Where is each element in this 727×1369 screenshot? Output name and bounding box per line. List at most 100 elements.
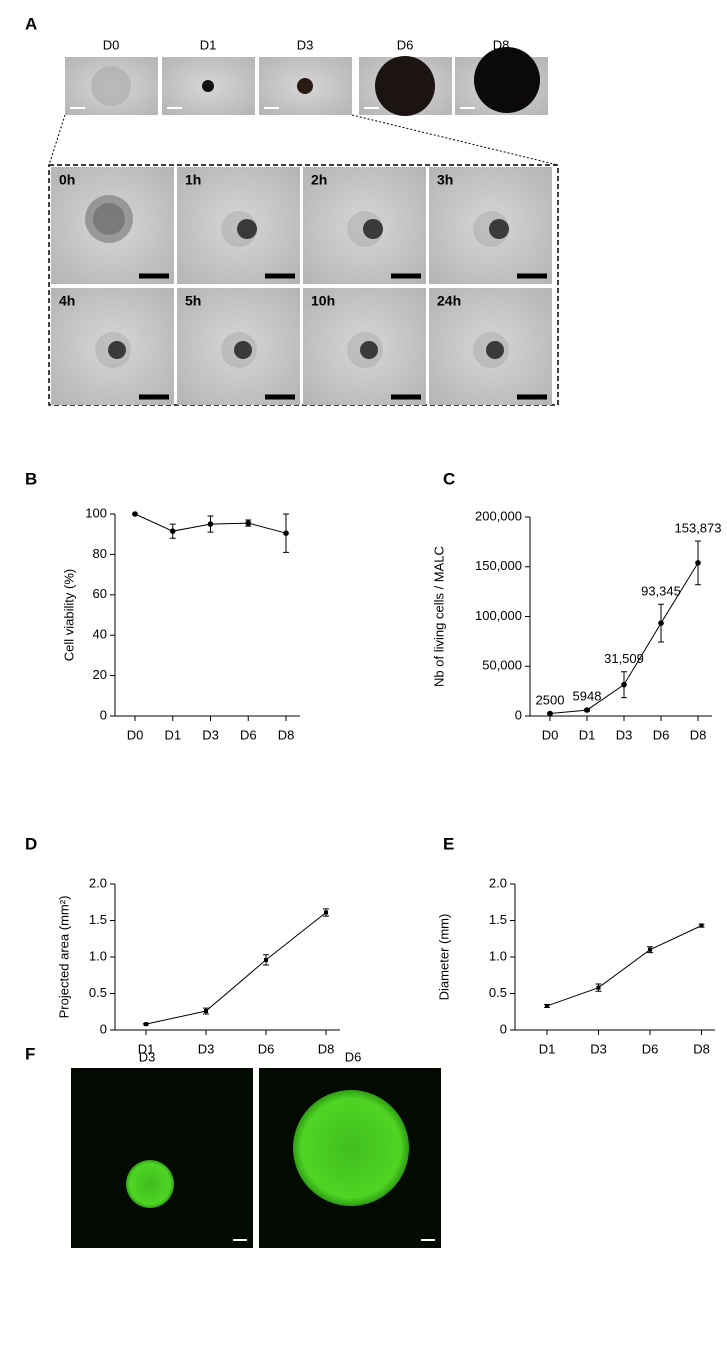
time-label: 0h bbox=[59, 172, 75, 188]
x-tick-label: D1 bbox=[539, 1041, 556, 1056]
data-point bbox=[169, 528, 176, 534]
data-label: 2500 bbox=[536, 692, 565, 707]
y-tick-label: 0 bbox=[515, 707, 522, 722]
x-tick-label: D8 bbox=[318, 1041, 335, 1056]
panel-label: C bbox=[443, 469, 455, 488]
y-tick-label: 80 bbox=[93, 546, 107, 561]
y-tick-label: 2.0 bbox=[489, 875, 507, 890]
panel-label: F bbox=[25, 1044, 35, 1063]
time-label: 4h bbox=[59, 293, 75, 309]
data-point bbox=[699, 923, 704, 928]
panel-label: A bbox=[25, 14, 37, 33]
spheroid bbox=[375, 56, 435, 116]
spheroid bbox=[363, 219, 383, 239]
day-label: D6 bbox=[397, 37, 414, 52]
panel-label: D bbox=[25, 834, 37, 853]
data-point bbox=[695, 560, 701, 566]
x-tick-label: D3 bbox=[202, 727, 219, 742]
spheroid bbox=[234, 341, 252, 359]
spheroid bbox=[474, 47, 540, 113]
time-label: 5h bbox=[185, 293, 201, 309]
spheroid bbox=[360, 341, 378, 359]
x-tick-label: D3 bbox=[590, 1041, 607, 1056]
x-tick-label: D3 bbox=[198, 1041, 215, 1056]
spheroid bbox=[202, 80, 214, 92]
data-point bbox=[584, 707, 590, 713]
spheroid bbox=[91, 66, 131, 106]
y-tick-label: 0 bbox=[500, 1021, 507, 1036]
data-point bbox=[245, 520, 252, 526]
data-point bbox=[324, 910, 328, 915]
data-point bbox=[264, 957, 268, 962]
cell-cloud bbox=[85, 195, 133, 243]
x-tick-label: D1 bbox=[579, 727, 596, 742]
spheroid-fluorescence bbox=[293, 1090, 409, 1206]
image-label: D6 bbox=[345, 1049, 362, 1064]
y-tick-label: 0.5 bbox=[89, 985, 107, 1000]
spheroid bbox=[297, 78, 313, 94]
y-tick-label: 150,000 bbox=[475, 558, 522, 573]
x-tick-label: D8 bbox=[690, 727, 707, 742]
time-label: 2h bbox=[311, 172, 327, 188]
time-label: 1h bbox=[185, 172, 201, 188]
y-tick-label: 60 bbox=[93, 586, 107, 601]
fluorescence-image bbox=[71, 1068, 253, 1248]
data-point bbox=[545, 1003, 549, 1008]
x-tick-label: D0 bbox=[542, 727, 559, 742]
time-label: 3h bbox=[437, 172, 453, 188]
y-tick-label: 200,000 bbox=[475, 508, 522, 523]
y-tick-label: 100,000 bbox=[475, 608, 522, 623]
y-tick-label: 1.0 bbox=[89, 948, 107, 963]
x-tick-label: D1 bbox=[138, 1041, 155, 1056]
x-tick-label: D8 bbox=[693, 1041, 710, 1056]
y-axis-label: Nb of living cells / MALC bbox=[431, 546, 446, 687]
x-tick-label: D0 bbox=[127, 727, 144, 742]
y-tick-label: 50,000 bbox=[482, 658, 522, 673]
y-axis-label: Projected area (mm²) bbox=[56, 896, 71, 1019]
data-point bbox=[621, 681, 627, 688]
data-label: 5948 bbox=[573, 689, 602, 704]
data-point bbox=[283, 530, 289, 536]
data-line bbox=[145, 912, 327, 1025]
y-tick-label: 2.0 bbox=[89, 875, 107, 890]
spheroid-fluorescence bbox=[126, 1160, 174, 1208]
data-point bbox=[132, 511, 138, 517]
data-line bbox=[546, 925, 702, 1007]
x-tick-label: D6 bbox=[642, 1041, 659, 1056]
data-point bbox=[596, 985, 601, 990]
data-label: 153,873 bbox=[675, 520, 722, 535]
y-tick-label: 1.5 bbox=[89, 912, 107, 927]
y-tick-label: 40 bbox=[93, 627, 107, 642]
x-tick-label: D6 bbox=[240, 727, 257, 742]
data-point bbox=[648, 947, 652, 952]
time-label: 24h bbox=[437, 293, 461, 309]
spheroid bbox=[489, 219, 509, 239]
zoom-line bbox=[48, 114, 66, 166]
spheroid bbox=[108, 341, 126, 359]
y-tick-label: 20 bbox=[93, 667, 107, 682]
x-tick-label: D6 bbox=[258, 1041, 275, 1056]
time-label: 10h bbox=[311, 293, 335, 309]
y-tick-label: 0.5 bbox=[489, 985, 507, 1000]
image-label: D3 bbox=[139, 1049, 156, 1064]
y-tick-label: 0 bbox=[100, 707, 107, 722]
day-label: D0 bbox=[103, 37, 120, 52]
spheroid bbox=[237, 219, 257, 239]
x-tick-label: D1 bbox=[164, 727, 181, 742]
data-point bbox=[207, 521, 214, 527]
y-tick-label: 0 bbox=[100, 1021, 107, 1036]
x-tick-label: D3 bbox=[616, 727, 633, 742]
x-tick-label: D6 bbox=[653, 727, 670, 742]
spheroid bbox=[486, 341, 504, 359]
y-axis-label: Diameter (mm) bbox=[436, 914, 451, 1001]
y-tick-label: 1.5 bbox=[489, 912, 507, 927]
cell-cloud bbox=[93, 203, 125, 235]
data-point bbox=[658, 620, 664, 626]
data-point bbox=[144, 1022, 148, 1027]
day-label: D3 bbox=[297, 37, 314, 52]
day-label: D1 bbox=[200, 37, 217, 52]
panel-label: E bbox=[443, 834, 454, 853]
y-tick-label: 100 bbox=[85, 505, 107, 520]
data-label: 31,509 bbox=[604, 651, 644, 666]
